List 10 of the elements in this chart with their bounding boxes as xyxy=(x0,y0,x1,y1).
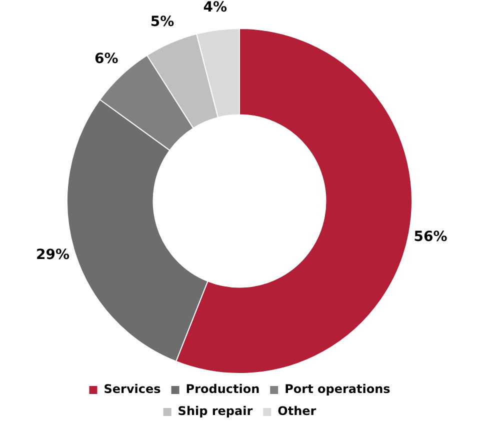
legend-label: Other xyxy=(278,404,316,418)
data-label: 4% xyxy=(203,0,228,16)
data-label: 29% xyxy=(36,246,70,263)
legend-label: Production xyxy=(186,382,260,396)
data-label: 56% xyxy=(414,229,448,246)
data-label: 5% xyxy=(150,14,174,30)
legend-label: Ship repair xyxy=(178,404,253,418)
legend-label: Services xyxy=(104,382,161,396)
data-label: 6% xyxy=(94,50,118,67)
legend-label: Port operations xyxy=(284,382,390,396)
